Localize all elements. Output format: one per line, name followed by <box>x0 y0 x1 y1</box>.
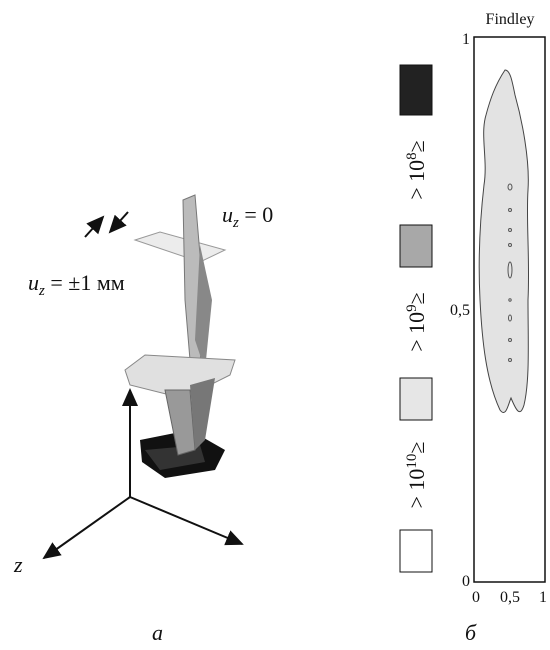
legend-label-part: > 10 <box>404 160 429 200</box>
y-tick-label: 1 <box>462 31 470 48</box>
axes-3d <box>44 390 242 558</box>
legend-label-part: ≥ <box>404 140 429 152</box>
legend-label-part: > 10 <box>404 312 429 352</box>
label-fixed: uz = 0 <box>222 202 273 231</box>
contour <box>479 70 528 413</box>
plot-title: Findley <box>486 11 535 28</box>
y-tick-label: 0 <box>462 573 470 590</box>
legend-swatch <box>400 65 432 115</box>
legend-label: > 1010≥ <box>404 442 429 509</box>
legend-swatch <box>400 225 432 267</box>
legend-label-part: ≥ <box>404 442 429 454</box>
legend-label-part: 8 <box>404 152 420 160</box>
label-disp: uz = ±1 мм <box>28 270 125 299</box>
legend-label-part: 9 <box>404 304 420 312</box>
y-tick-label: 0,5 <box>450 302 470 319</box>
figure: uz = 0 uz = ±1 мм z а > 108≥> 109≥> 1010… <box>0 0 550 650</box>
legend-swatch <box>400 530 432 572</box>
x-tick-label: 0 <box>472 589 480 606</box>
legend-label: > 109≥ <box>404 292 429 352</box>
axis-label: z <box>13 552 23 577</box>
legend-swatch <box>400 378 432 420</box>
caption: б <box>465 620 477 645</box>
legend-label: > 108≥ <box>404 140 429 200</box>
caption: а <box>152 620 163 645</box>
legend-label-part: 10 <box>404 454 420 469</box>
arrow <box>110 212 128 232</box>
legend-label-part: ≥ <box>404 292 429 304</box>
arrow <box>85 217 103 237</box>
legend-label-part: > 10 <box>404 469 429 509</box>
blade <box>125 195 235 478</box>
x-tick-label: 0,5 <box>500 589 520 606</box>
x-tick-label: 1 <box>539 589 547 606</box>
